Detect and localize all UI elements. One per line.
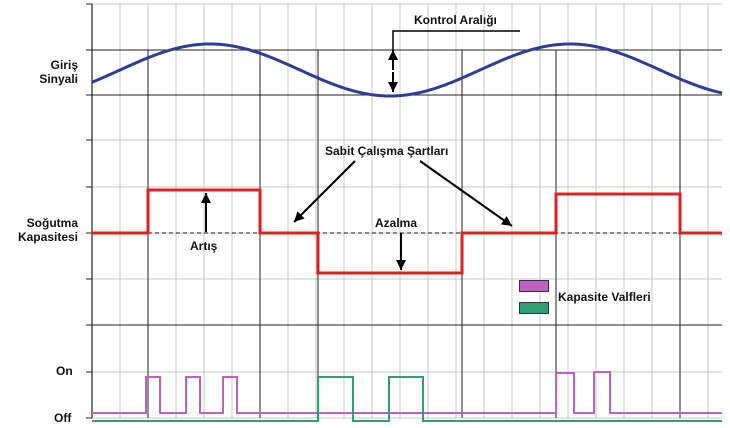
valve-1-legend-swatch [519,280,549,292]
input-signal-label-line2: Sinyali [39,72,78,86]
increase-label: Artış [190,239,218,253]
valve-2-legend-swatch [519,302,549,314]
cooling-capacity-label-line1: Soğutma [26,216,78,230]
control-range-arrow-down-head [388,82,398,92]
input-signal-label: Giriş Sinyali [39,58,78,86]
control-range-label: Kontrol Aralığı [414,13,497,27]
on-label: On [56,364,73,378]
increase-arrow-head [201,193,211,203]
capacity-valves-label: Kapasite Valfleri [558,290,651,304]
cooling-capacity-label: Soğutma Kapasitesi [18,216,78,244]
cooling-capacity-line [92,188,722,275]
valve-1-signal [92,371,722,414]
decrease-arrow-head [396,260,406,270]
constant-arrow-left-head [294,211,305,222]
constant-arrow-right-shaft [419,160,513,227]
off-label: Off [54,411,72,425]
grid [91,3,722,419]
constant-arrow-right-head [500,216,512,226]
cooling-capacity-label-line2: Kapasitesi [17,230,78,244]
input-signal-label-line1: Giriş [50,58,78,72]
axes [86,3,722,419]
decrease-label: Azalma [375,216,418,230]
constant-conditions-label: Sabit Çalışma Şartları [325,144,449,158]
annotation-arrows [201,30,520,270]
control-range-arrow-up-head [388,50,398,60]
valve-2-signal [92,376,722,422]
input-signal-wave [91,42,723,98]
constant-arrow-left-shaft [293,160,356,223]
